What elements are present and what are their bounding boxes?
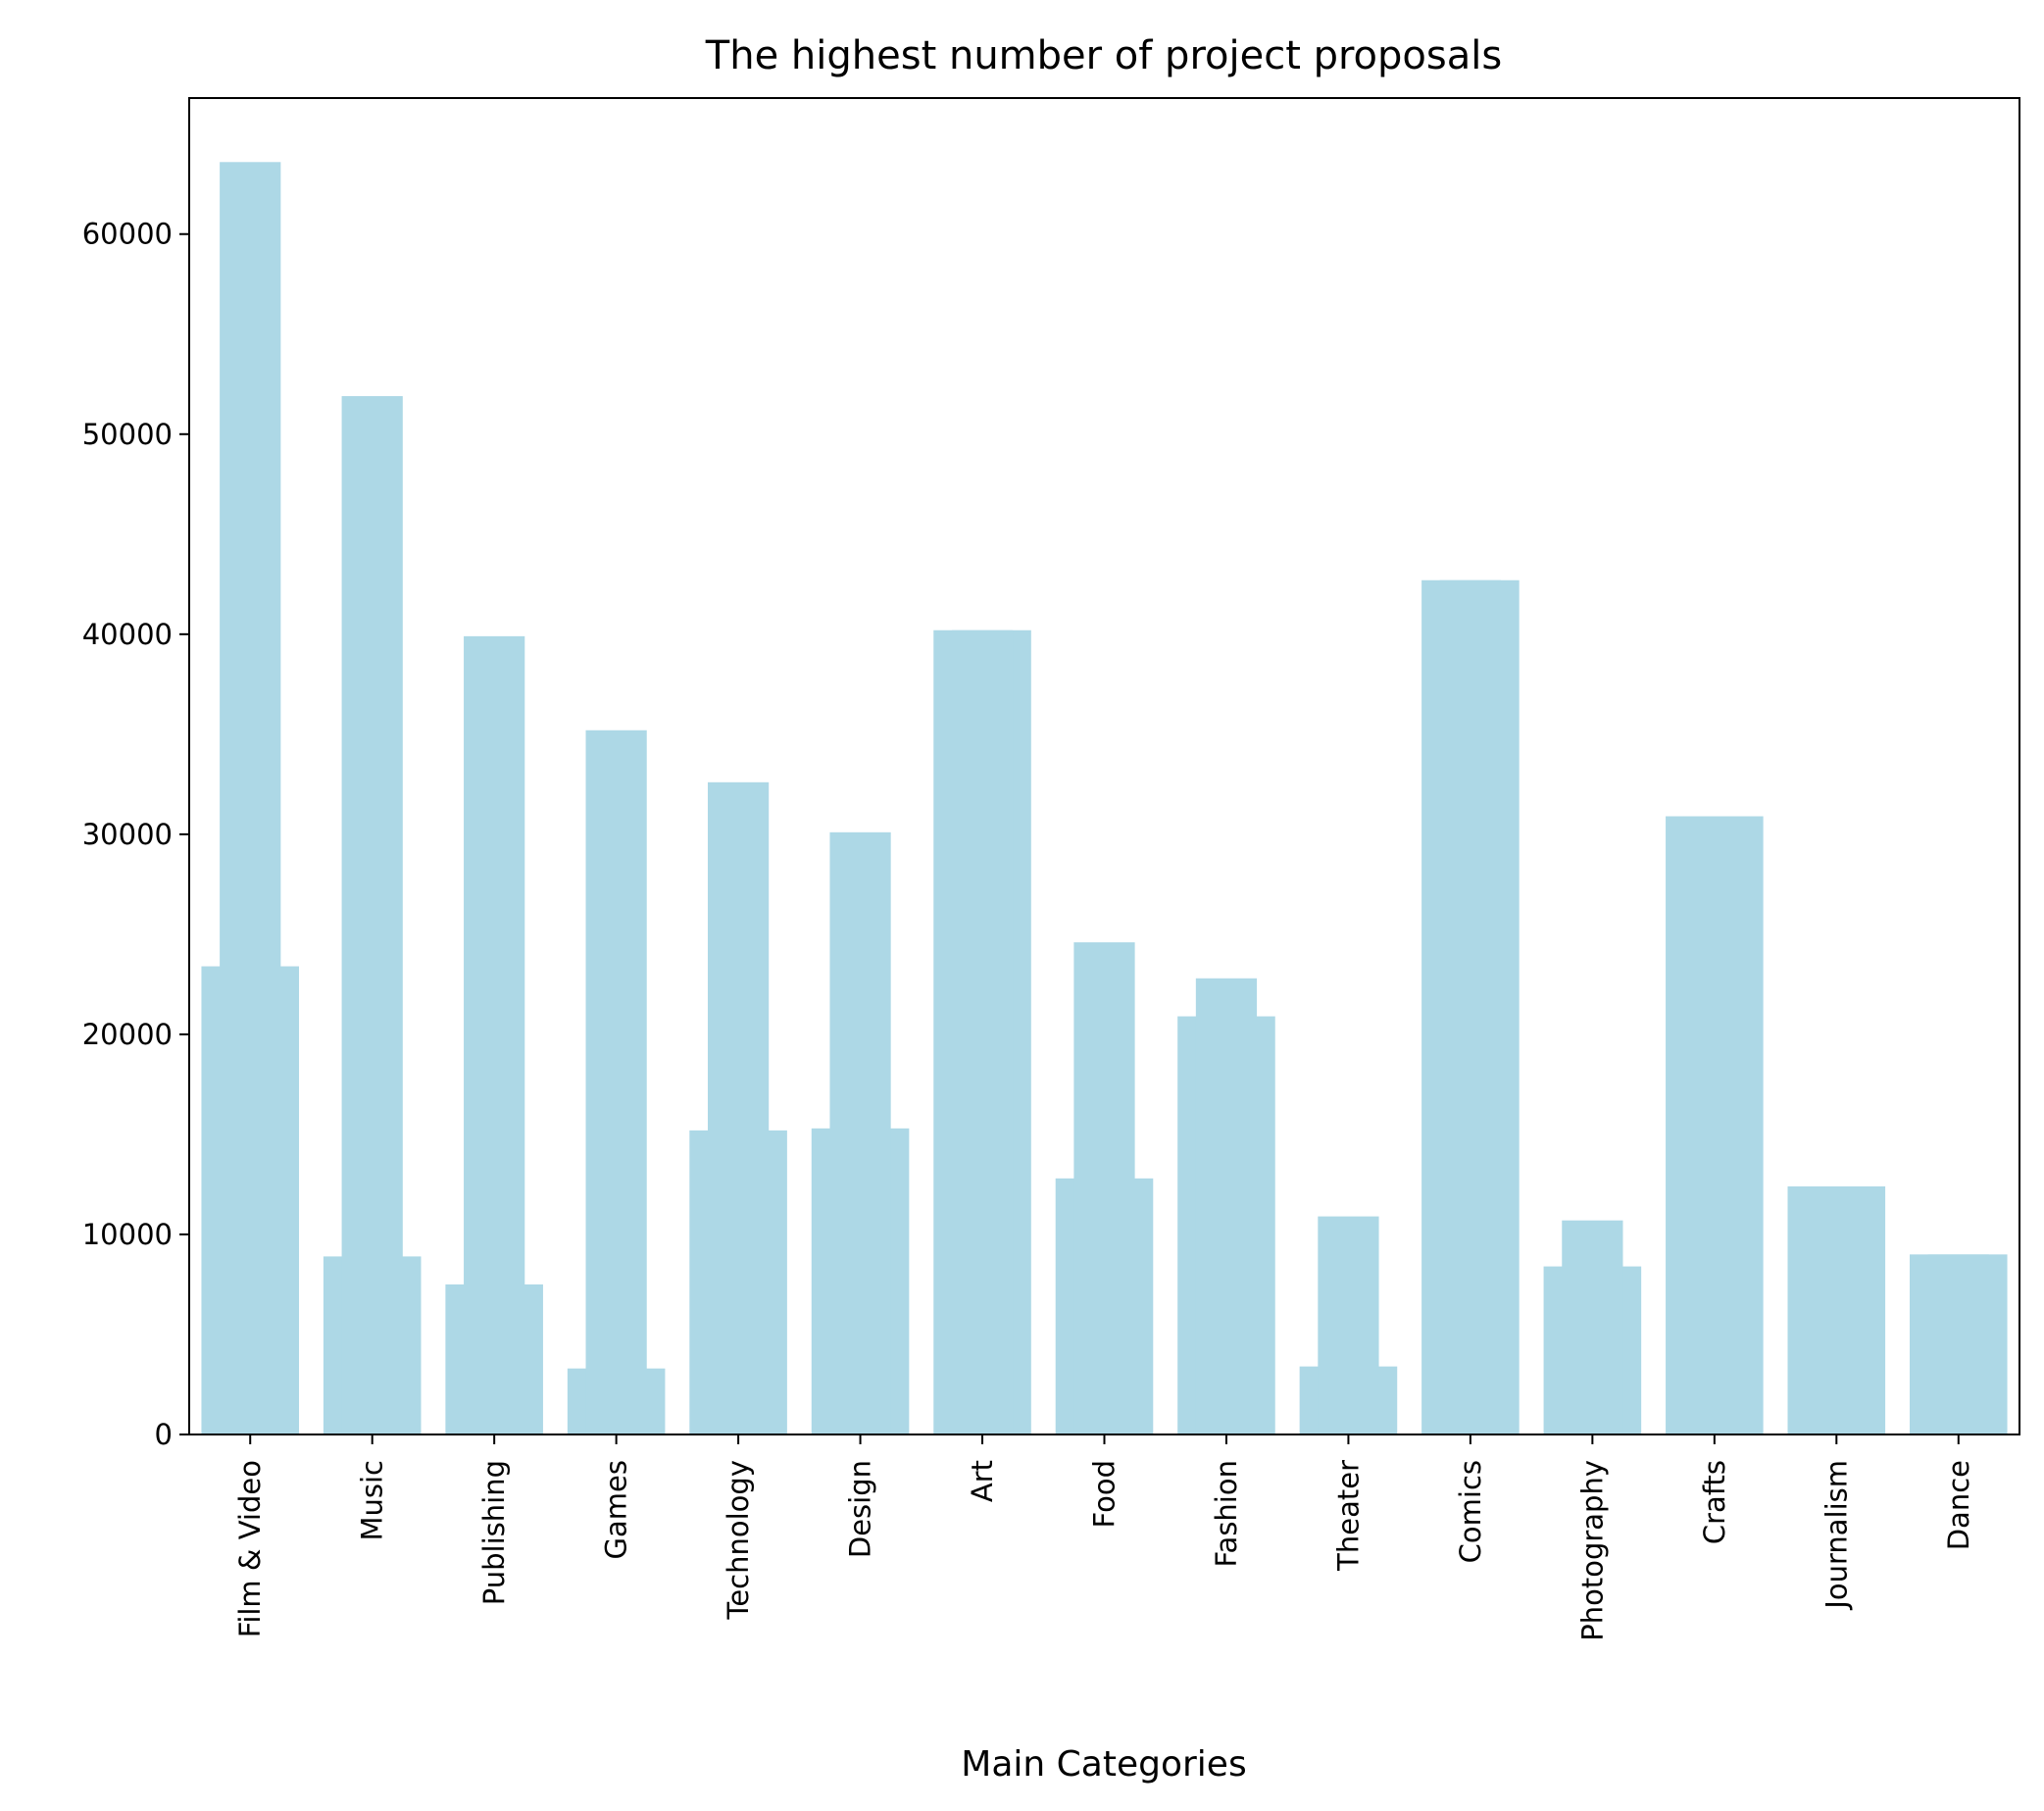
bar-narrow-13 <box>1806 1185 1868 1434</box>
y-tick-label: 50000 <box>82 418 173 451</box>
x-tick-label: Film & Video <box>233 1460 267 1637</box>
x-tick-label: Theater <box>1331 1460 1365 1572</box>
bar-narrow-8 <box>1195 978 1258 1434</box>
x-tick-label: Dance <box>1942 1460 1975 1550</box>
x-axis: Film & Video Music Publishing Games Technolo… <box>233 1434 1975 1641</box>
y-tick-label: 30000 <box>82 818 173 851</box>
bar-narrow-7 <box>1073 942 1135 1434</box>
x-tick-label: Food <box>1088 1460 1122 1529</box>
bar-narrow-6 <box>951 629 1014 1434</box>
x-tick-label: Design <box>844 1460 877 1558</box>
y-tick-label: 60000 <box>82 218 173 251</box>
bar-narrow-14 <box>1927 1254 1989 1434</box>
chart-title: The highest number of project proposals <box>705 33 1502 78</box>
bar-narrow-2 <box>464 635 525 1434</box>
y-tick-label: 20000 <box>82 1018 173 1051</box>
y-tick-label: 40000 <box>82 618 173 651</box>
x-tick-label: Music <box>356 1460 389 1541</box>
bars-layer <box>201 162 2008 1434</box>
y-tick-label: 10000 <box>82 1218 173 1251</box>
y-tick-label: 0 <box>155 1418 173 1451</box>
y-axis: 0 10000 20000 30000 40000 50000 60000 <box>82 218 189 1451</box>
x-axis-label: Main Categories <box>961 1744 1246 1785</box>
x-tick-label: Technology <box>722 1460 755 1620</box>
bar-narrow-0 <box>220 162 281 1434</box>
x-tick-label: Art <box>966 1460 999 1502</box>
x-tick-label: Journalism <box>1820 1460 1853 1611</box>
bar-narrow-3 <box>585 729 647 1434</box>
bar-narrow-5 <box>829 831 891 1434</box>
x-tick-label: Fashion <box>1210 1460 1243 1567</box>
x-tick-label: Crafts <box>1698 1460 1731 1544</box>
x-tick-label: Photography <box>1575 1460 1609 1641</box>
x-tick-label: Comics <box>1454 1460 1487 1563</box>
bar-narrow-12 <box>1683 816 1745 1434</box>
bar-narrow-4 <box>707 781 770 1434</box>
bar-narrow-10 <box>1439 579 1502 1434</box>
bar-narrow-1 <box>341 396 403 1434</box>
x-tick-label: Games <box>600 1460 633 1559</box>
bar-narrow-11 <box>1562 1220 1623 1434</box>
x-tick-label: Publishing <box>477 1460 511 1605</box>
bar-narrow-9 <box>1318 1216 1379 1434</box>
